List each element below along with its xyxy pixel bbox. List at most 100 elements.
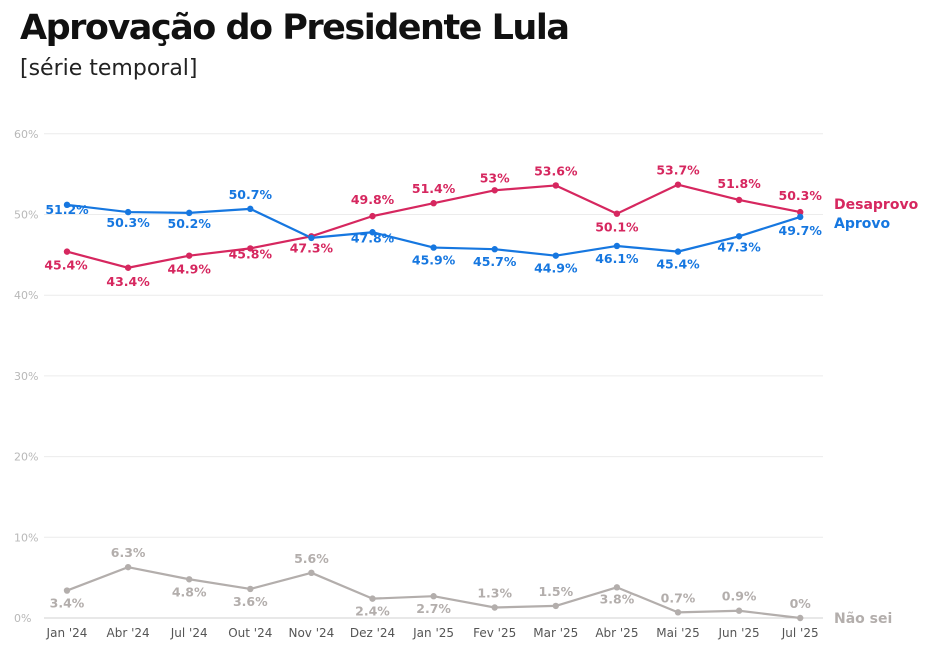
- data-point: [735, 233, 743, 240]
- data-point: [430, 244, 437, 251]
- data-point: [63, 248, 71, 255]
- series-name-label: Não sei: [834, 611, 892, 627]
- y-tick-label: 60%: [14, 128, 38, 141]
- data-label: 49.8%: [351, 192, 395, 207]
- data-label: 53.7%: [656, 163, 700, 178]
- data-point: [613, 584, 621, 591]
- x-axis-ticks: Jan '24 Abr '24 Jul '24 Out '24 Nov '24 Dez '…: [46, 626, 819, 640]
- data-point: [430, 593, 437, 600]
- data-point: [124, 264, 132, 271]
- data-point: [430, 200, 437, 207]
- data-label: 47.3%: [717, 239, 761, 254]
- x-tick-label: Jan '24: [46, 626, 88, 640]
- data-label: 50.2%: [168, 216, 212, 231]
- data-label: 3.8%: [600, 591, 635, 606]
- y-tick-label: 10%: [14, 531, 38, 544]
- x-tick-label: Fev '25: [473, 626, 516, 640]
- data-label: 2.4%: [355, 604, 390, 619]
- data-label: 51.2%: [45, 202, 89, 217]
- data-point: [369, 212, 376, 220]
- data-point: [552, 182, 559, 189]
- data-label: 50.3%: [106, 215, 150, 230]
- data-label: 2.7%: [416, 601, 451, 616]
- data-point: [186, 576, 193, 583]
- x-tick-label: Abr '24: [107, 626, 150, 640]
- data-label: 0.7%: [661, 590, 696, 605]
- series-name-label: Desaprovo: [834, 197, 919, 213]
- x-tick-label: Abr '25: [595, 626, 638, 640]
- x-tick-label: Mar '25: [533, 626, 578, 640]
- data-label: 47.8%: [351, 230, 395, 245]
- data-point: [247, 245, 254, 252]
- y-tick-label: 40%: [14, 289, 38, 302]
- data-label: 51.8%: [717, 176, 761, 191]
- data-point: [674, 248, 682, 255]
- x-tick-label: Mai '25: [656, 626, 699, 640]
- data-label: 45.9%: [412, 253, 456, 268]
- data-point: [491, 187, 498, 194]
- x-tick-label: Jul '25: [781, 626, 819, 640]
- data-labels: 45.4% 43.4% 44.9% 45.8% 47.3% 49.8% 51.4% 53% 53…: [44, 163, 822, 619]
- y-tick-label: 50%: [14, 209, 38, 222]
- data-point: [63, 201, 71, 209]
- data-label: 0%: [790, 596, 812, 611]
- data-label: 43.4%: [106, 274, 150, 289]
- y-tick-label: 20%: [14, 451, 38, 464]
- series-points: [63, 181, 804, 622]
- chart-subtitle: [série temporal]: [20, 56, 198, 81]
- data-point: [369, 595, 376, 602]
- data-label: 3.6%: [233, 594, 268, 609]
- y-tick-label: 0%: [14, 612, 31, 625]
- data-label: 46.1%: [595, 251, 639, 266]
- x-tick-label: Nov '24: [288, 626, 334, 640]
- y-axis-ticks: 0% 10% 20% 30% 40% 50% 60%: [14, 128, 38, 625]
- data-label: 6.3%: [111, 545, 146, 560]
- data-label: 45.4%: [44, 258, 88, 273]
- chart-title: Aprovação do Presidente Lula: [20, 8, 570, 48]
- data-label: 1.3%: [477, 586, 512, 601]
- data-label: 47.3%: [290, 240, 334, 255]
- data-point: [308, 234, 315, 242]
- data-label: 5.6%: [294, 551, 329, 566]
- series-name-label: Aprovo: [834, 216, 891, 232]
- x-tick-label: Jul '24: [170, 626, 208, 640]
- data-point: [797, 614, 804, 622]
- data-label: 50.1%: [595, 220, 639, 235]
- data-label: 0.9%: [722, 589, 757, 604]
- data-label: 53.6%: [534, 163, 578, 178]
- x-tick-label: Dez '24: [350, 626, 395, 640]
- data-label: 50.3%: [779, 188, 823, 203]
- data-point: [369, 229, 376, 236]
- data-point: [491, 246, 498, 253]
- data-label: 4.8%: [172, 584, 207, 599]
- data-point: [491, 604, 498, 611]
- y-tick-label: 30%: [14, 370, 38, 383]
- data-point: [674, 609, 682, 616]
- series-name-labels: Desaprovo Aprovo Não sei: [834, 197, 919, 627]
- data-point: [797, 213, 804, 221]
- data-label: 50.7%: [229, 187, 273, 202]
- data-point: [674, 181, 682, 188]
- data-label: 44.9%: [168, 262, 212, 277]
- data-point: [186, 209, 193, 217]
- data-point: [613, 242, 621, 250]
- data-point: [124, 208, 132, 216]
- data-point: [552, 602, 559, 610]
- x-tick-label: Out '24: [228, 626, 272, 640]
- data-point: [247, 205, 254, 213]
- data-label: 49.7%: [779, 223, 823, 238]
- data-label: 45.4%: [656, 257, 700, 272]
- data-point: [735, 607, 743, 614]
- grid-lines: [44, 133, 823, 619]
- data-label: 1.5%: [538, 584, 573, 599]
- data-point: [247, 585, 254, 593]
- data-point: [308, 569, 315, 577]
- data-label: 3.4%: [50, 596, 85, 611]
- data-label: 45.7%: [473, 254, 517, 269]
- data-label: 53%: [480, 170, 510, 185]
- data-point: [552, 252, 559, 259]
- x-tick-label: Jun '25: [718, 626, 760, 640]
- data-point: [124, 563, 132, 571]
- data-point: [63, 587, 71, 594]
